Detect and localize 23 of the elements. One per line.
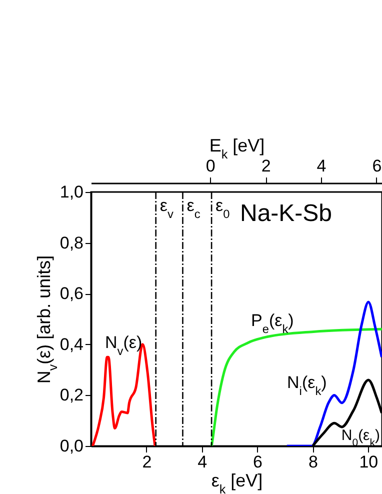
y-tick-label: 0,6	[60, 284, 84, 304]
annotation: N$_{i}$(ε$_{k}$)	[287, 373, 327, 398]
y-tick-label: 0,4	[60, 334, 84, 354]
x-axis-title: ε$_{k}$ [eV]	[211, 470, 263, 494]
x-tick-label: 2	[142, 452, 152, 472]
ref-line-label: ε$_{c}$	[186, 196, 200, 221]
x-tick-label: 8	[308, 452, 318, 472]
x-tick-label: 4	[198, 452, 208, 472]
x-tick-label: 6	[253, 452, 263, 472]
x2-tick-label: 6	[372, 156, 382, 176]
annotation: Na-K-Sb	[240, 200, 332, 227]
ref-line-label: ε$_{0}$	[216, 196, 230, 221]
y-tick-label: 0,2	[60, 386, 84, 405]
y-tick-label: 1,0	[60, 182, 84, 202]
ref-line-label: ε$_{v}$	[160, 196, 174, 221]
x2-tick-label: 2	[261, 156, 271, 176]
annotation: N$_{v}$(ε)	[105, 333, 142, 358]
x-tick-label: 10	[359, 452, 378, 472]
annotation: P$_{e}$(ε$_{k}$)	[251, 311, 294, 336]
y-tick-label: 0,0	[60, 436, 84, 456]
y-tick-label: 0,8	[60, 233, 84, 252]
x2-tick-label: 0	[206, 156, 216, 176]
x2-tick-label: 4	[316, 156, 326, 176]
